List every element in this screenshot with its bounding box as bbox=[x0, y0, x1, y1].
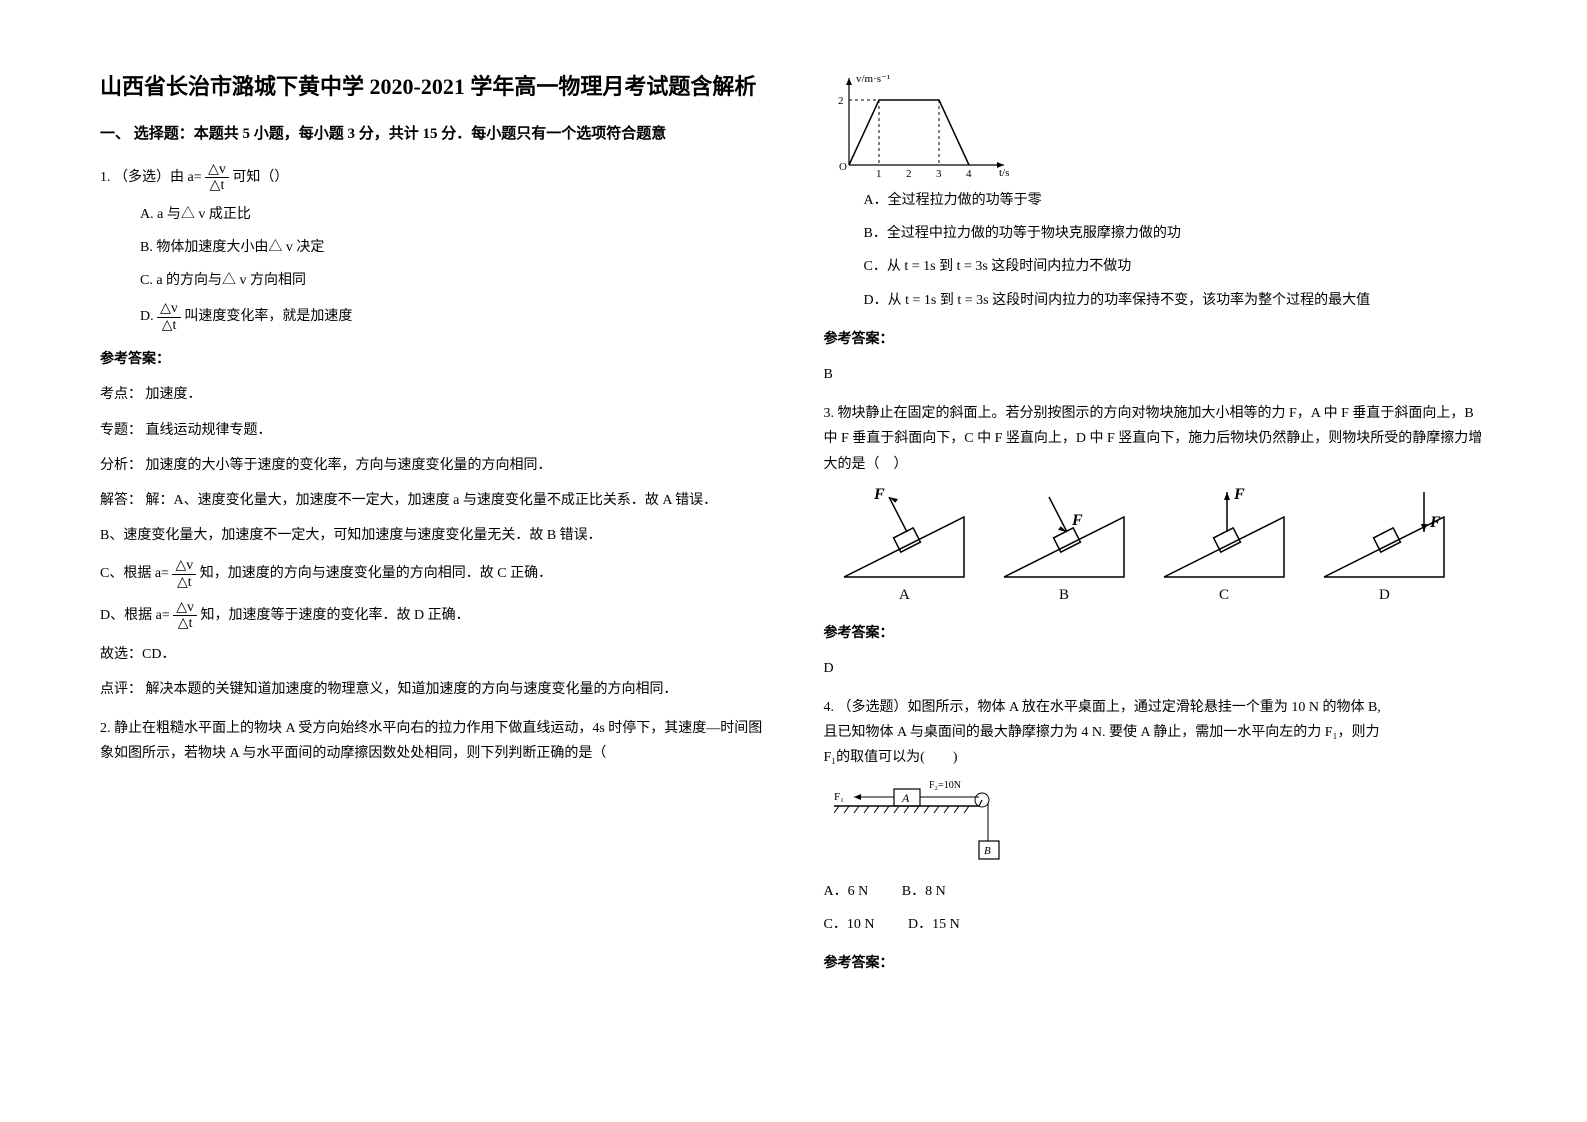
answer-label: 参考答案： bbox=[824, 951, 1488, 976]
svg-text:F₂=10N: F₂=10N bbox=[929, 780, 961, 791]
y-axis-label: v/m·s⁻¹ bbox=[856, 73, 890, 85]
svg-text:C: C bbox=[1219, 587, 1229, 603]
answer-label: 参考答案： bbox=[100, 347, 764, 372]
svg-text:B: B bbox=[984, 845, 991, 857]
question-4-line3: F₁的取值可以为( ) bbox=[824, 745, 1488, 770]
q1-ans-3: 分析： 加速度的大小等于速度的变化率，方向与速度变化量的方向相同． bbox=[100, 453, 764, 478]
q2-answer: B bbox=[824, 362, 1488, 387]
q4-option-a: A．6 N bbox=[824, 879, 869, 904]
q2-option-a: A．全过程拉力做的功等于零 bbox=[864, 188, 1488, 213]
svg-text:F: F bbox=[873, 486, 885, 503]
q1-option-b: B. 物体加速度大小由△ v 决定 bbox=[140, 235, 764, 260]
svg-text:F₁: F₁ bbox=[834, 791, 844, 803]
answer-label: 参考答案： bbox=[824, 327, 1488, 352]
vt-graph: v/m·s⁻¹ t/s O 1 2 3 4 2 bbox=[824, 70, 1014, 180]
svg-text:D: D bbox=[1379, 587, 1390, 603]
svg-text:A: A bbox=[901, 791, 910, 805]
q4-option-c: C．10 N bbox=[824, 912, 875, 937]
q1-ans-2: 专题： 直线运动规律专题． bbox=[100, 418, 764, 443]
q1-ans-9: 点评： 解决本题的关键知道加速度的物理意义，知道加速度的方向与速度变化量的方向相… bbox=[100, 677, 764, 702]
question-1: 1. （多选）由 a= △v △t 可知（） bbox=[100, 162, 764, 194]
pulley-diagram: A F₁ F₂=10N B bbox=[824, 771, 1024, 871]
svg-text:3: 3 bbox=[936, 168, 942, 180]
q4-options-row2: C．10 N D．15 N bbox=[824, 912, 1488, 937]
q1-option-a: A. a 与△ v 成正比 bbox=[140, 202, 764, 227]
question-2: 2. 静止在粗糙水平面上的物块 A 受方向始终水平向右的拉力作用下做直线运动，4… bbox=[100, 716, 764, 766]
right-column: v/m·s⁻¹ t/s O 1 2 3 4 2 A．全过程拉力做的功等于零 B．… bbox=[824, 70, 1488, 1082]
q4-options-row1: A．6 N B．8 N bbox=[824, 879, 1488, 904]
exam-title: 山西省长治市潞城下黄中学 2020-2021 学年高一物理月考试题含解析 bbox=[100, 70, 764, 103]
q1-option-c: C. a 的方向与△ v 方向相同 bbox=[140, 268, 764, 293]
q1-ans-8: 故选：CD． bbox=[100, 642, 764, 667]
svg-text:2: 2 bbox=[906, 168, 912, 180]
svg-text:1: 1 bbox=[876, 168, 882, 180]
q1-ans-4: 解答： 解：A、速度变化量大，加速度不一定大，加速度 a 与速度变化量不成正比关… bbox=[100, 488, 764, 513]
q1-ans-1: 考点： 加速度． bbox=[100, 382, 764, 407]
section-heading: 一、 选择题：本题共 5 小题，每小题 3 分，共计 15 分．每小题只有一个选… bbox=[100, 121, 764, 148]
svg-text:F: F bbox=[1233, 486, 1245, 503]
svg-text:2: 2 bbox=[838, 95, 844, 107]
x-axis-label: t/s bbox=[999, 167, 1009, 179]
svg-text:4: 4 bbox=[966, 168, 972, 180]
q1-ans-5: B、速度变化量大，加速度不一定大，可知加速度与速度变化量无关．故 B 错误． bbox=[100, 523, 764, 548]
q2-option-d: D．从 t = 1s 到 t = 3s 这段时间内拉力的功率保持不变，该功率为整… bbox=[864, 288, 1488, 313]
left-column: 山西省长治市潞城下黄中学 2020-2021 学年高一物理月考试题含解析 一、 … bbox=[100, 70, 764, 1082]
fraction-dv-dt: △v △t bbox=[205, 162, 229, 194]
question-4-line1: 4. （多选题）如图所示，物体 A 放在水平桌面上，通过定滑轮悬挂一个重为 10… bbox=[824, 695, 1488, 720]
q3-answer: D bbox=[824, 656, 1488, 681]
q2-option-c: C．从 t = 1s 到 t = 3s 这段时间内拉力不做功 bbox=[864, 254, 1488, 279]
q1-ans-6: C、根据 a= △v △t 知，加速度的方向与速度变化量的方向相同．故 C 正确… bbox=[100, 558, 764, 590]
svg-text:F: F bbox=[1071, 512, 1083, 529]
incline-diagram: F A F B F C bbox=[824, 477, 1464, 607]
q1-stem-a: 1. （多选）由 a= bbox=[100, 170, 202, 185]
question-4-line2: 且已知物体 A 与桌面间的最大静摩擦力为 4 N. 要使 A 静止，需加一水平向… bbox=[824, 720, 1488, 745]
answer-label: 参考答案： bbox=[824, 621, 1488, 646]
q2-option-b: B．全过程中拉力做的功等于物块克服摩擦力做的功 bbox=[864, 221, 1488, 246]
question-3: 3. 物块静止在固定的斜面上。若分别按图示的方向对物块施加大小相等的力 F，A … bbox=[824, 401, 1488, 477]
q4-option-b: B．8 N bbox=[902, 879, 946, 904]
svg-text:F: F bbox=[1429, 514, 1441, 531]
q4-option-d: D．15 N bbox=[908, 912, 960, 937]
fraction-dv-dt: △v △t bbox=[173, 600, 197, 632]
svg-text:B: B bbox=[1059, 587, 1069, 603]
fraction-dv-dt: △v △t bbox=[157, 301, 181, 333]
q1-ans-7: D、根据 a= △v △t 知，加速度等于速度的变化率．故 D 正确． bbox=[100, 600, 764, 632]
svg-text:A: A bbox=[899, 587, 910, 603]
fraction-dv-dt: △v △t bbox=[172, 558, 196, 590]
svg-text:O: O bbox=[839, 161, 847, 173]
q1-option-d: D. △v △t 叫速度变化率，就是加速度 bbox=[140, 301, 764, 333]
q1-stem-b: 可知（） bbox=[232, 170, 288, 185]
